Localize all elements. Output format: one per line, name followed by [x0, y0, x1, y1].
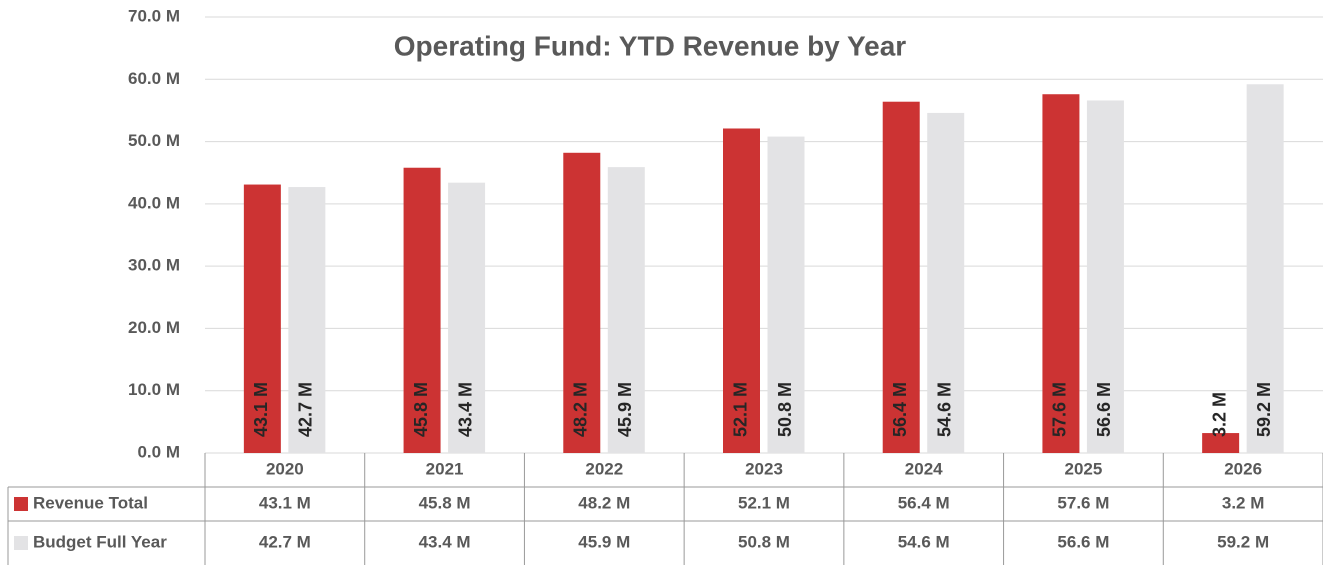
bar	[723, 128, 760, 453]
bar	[927, 112, 965, 454]
data-label: 54.6 M	[934, 382, 954, 437]
data-label: 3.2 M	[1209, 392, 1229, 437]
data-label: 56.4 M	[890, 382, 910, 437]
data-label: 45.8 M	[411, 382, 431, 437]
x-tick-label: 2023	[745, 459, 783, 478]
bar	[767, 136, 805, 454]
y-tick-label: 40.0 M	[128, 193, 180, 212]
x-tick-label: 2020	[266, 459, 304, 478]
bar	[1246, 84, 1284, 454]
bar	[1202, 433, 1240, 453]
data-label: 45.9 M	[615, 382, 635, 437]
y-tick-label: 10.0 M	[128, 380, 180, 399]
data-label: 43.4 M	[455, 382, 475, 437]
y-tick-label: 0.0 M	[137, 442, 180, 461]
table-cell: 59.2 M	[1217, 532, 1269, 551]
x-tick-label: 2025	[1065, 459, 1103, 478]
bar	[403, 167, 441, 453]
bar	[882, 101, 920, 454]
table-cell: 52.1 M	[738, 493, 790, 512]
data-label: 43.1 M	[251, 382, 271, 437]
x-tick-label: 2022	[585, 459, 623, 478]
table-cell: 45.8 M	[419, 493, 471, 512]
bar	[448, 182, 486, 453]
x-tick-label: 2021	[426, 459, 464, 478]
data-label: 52.1 M	[730, 382, 750, 437]
legend-label: Budget Full Year	[33, 532, 167, 551]
table-cell: 57.6 M	[1057, 493, 1109, 512]
data-label: 48.2 M	[571, 382, 591, 437]
bar	[1042, 94, 1080, 453]
table-cell: 56.4 M	[898, 493, 950, 512]
table-cell: 3.2 M	[1222, 493, 1265, 512]
y-tick-label: 20.0 M	[128, 318, 180, 337]
data-label: 42.7 M	[296, 382, 316, 437]
bar	[1086, 100, 1124, 453]
bar	[563, 152, 601, 454]
bar	[243, 184, 281, 453]
table-cell: 43.1 M	[259, 493, 311, 512]
table-cell: 48.2 M	[578, 493, 630, 512]
bar	[288, 187, 326, 454]
chart-title: Operating Fund: YTD Revenue by Year	[394, 30, 907, 61]
y-tick-label: 60.0 M	[128, 69, 180, 88]
table-cell: 43.4 M	[419, 532, 471, 551]
table-cell: 45.9 M	[578, 532, 630, 551]
data-label: 57.6 M	[1050, 382, 1070, 437]
table-cell: 42.7 M	[259, 532, 311, 551]
table-cell: 50.8 M	[738, 532, 790, 551]
data-label: 59.2 M	[1254, 382, 1274, 437]
table-cell: 54.6 M	[898, 532, 950, 551]
data-label: 56.6 M	[1094, 382, 1114, 437]
legend-key	[14, 536, 28, 550]
x-tick-label: 2026	[1224, 459, 1262, 478]
y-tick-label: 30.0 M	[128, 256, 180, 275]
data-label: 50.8 M	[775, 382, 795, 437]
y-tick-label: 50.0 M	[128, 131, 180, 150]
legend-label: Revenue Total	[33, 493, 148, 512]
bar	[607, 167, 645, 453]
x-tick-label: 2024	[905, 459, 943, 478]
legend-key	[14, 497, 28, 511]
y-tick-label: 70.0 M	[128, 6, 180, 25]
table-cell: 56.6 M	[1057, 532, 1109, 551]
